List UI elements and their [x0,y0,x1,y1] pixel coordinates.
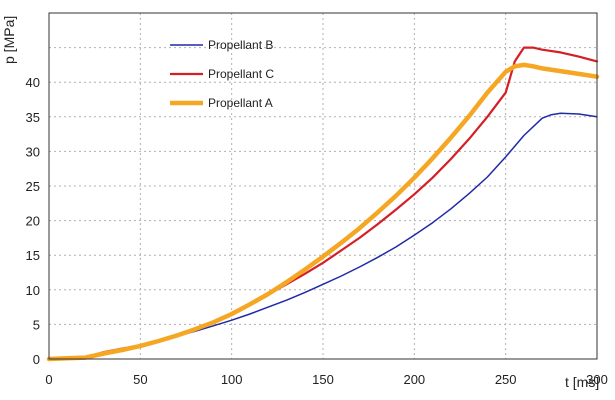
y-tick-label: 25 [26,179,40,194]
series-line-propellant-a [46,62,600,362]
y-tick-label: 0 [33,352,40,367]
y-tick-label: 5 [33,317,40,332]
x-tick-label: 100 [221,372,243,387]
plot-frame [48,12,598,360]
y-tick-label: 30 [26,144,40,159]
x-tick-label: 300 [586,372,608,387]
series-lines [46,46,600,362]
x-tick-label: 200 [403,372,425,387]
x-tick-label: 50 [133,372,147,387]
y-tick-label: 15 [26,248,40,263]
legend-entry: Propellant C [208,67,274,81]
y-axis-ticks: 0 5 10 15 20 25 30 35 40 [26,75,40,367]
y-axis-label: p [MPa] [1,16,17,64]
x-axis-label: t [ms] [565,374,599,390]
legend-entry: Propellant A [208,96,273,110]
y-tick-label: 40 [26,75,40,90]
x-tick-label: 0 [45,372,52,387]
legend: Propellant B Propellant C Propellant A [170,38,274,110]
y-tick-label: 20 [26,214,40,229]
y-tick-label: 10 [26,283,40,298]
x-axis-ticks: 0 50 100 150 200 250 300 [45,372,607,387]
y-tick-label: 35 [26,110,40,125]
series-line-propellant-b [48,112,598,360]
legend-entry: Propellant B [208,38,273,52]
x-tick-label: 250 [495,372,517,387]
x-tick-label: 150 [312,372,334,387]
grid [49,13,597,359]
